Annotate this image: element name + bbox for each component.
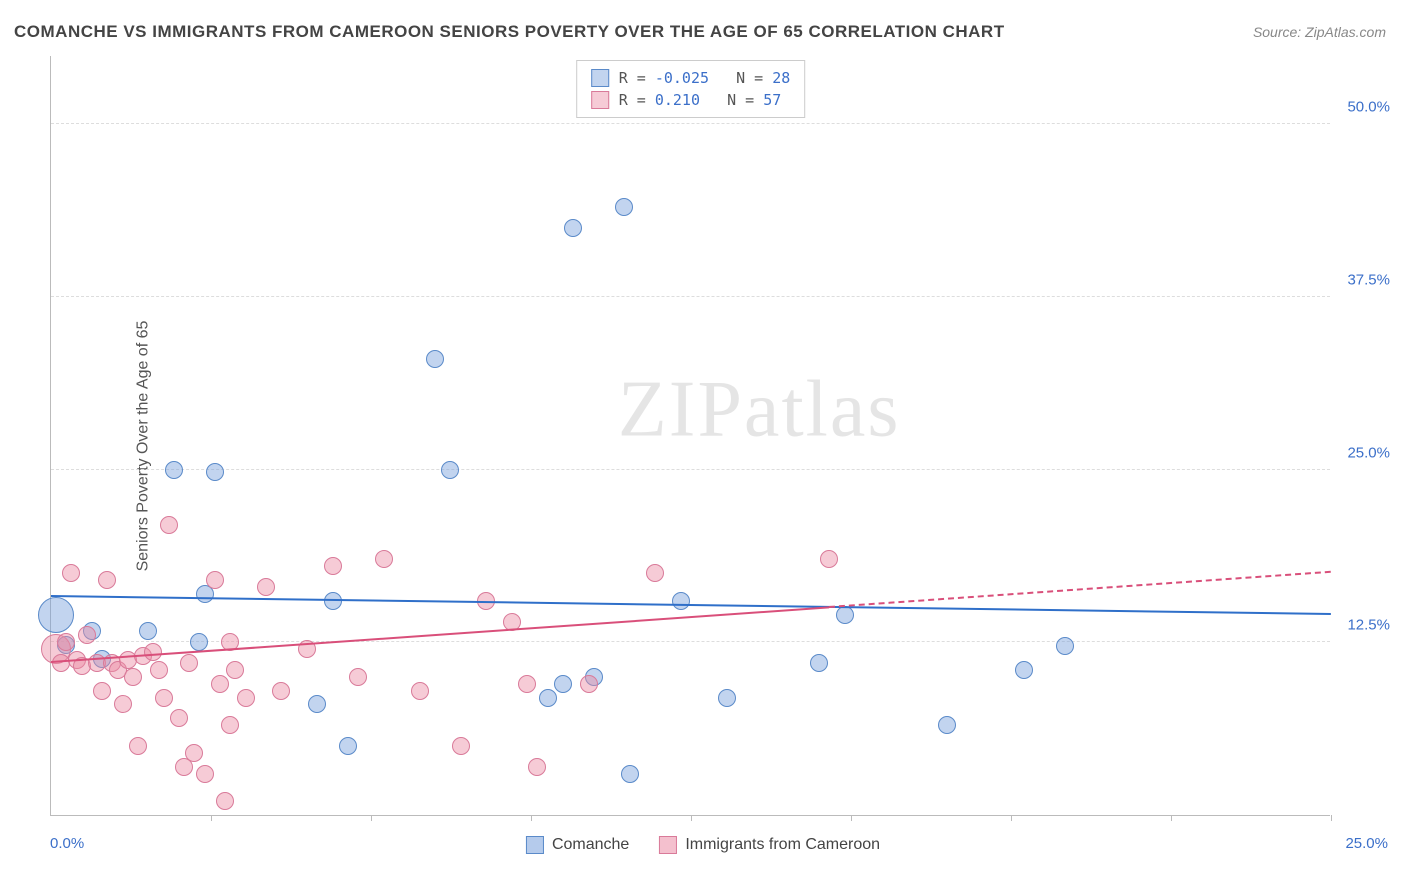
data-point [237, 689, 255, 707]
data-point [452, 737, 470, 755]
grid-line [51, 469, 1330, 470]
x-tick [531, 815, 532, 821]
data-point [564, 219, 582, 237]
data-point [93, 682, 111, 700]
legend-item: Comanche [526, 836, 629, 854]
data-point [160, 516, 178, 534]
data-point [411, 682, 429, 700]
data-point [1015, 661, 1033, 679]
data-point [124, 668, 142, 686]
data-point [57, 633, 75, 651]
legend-swatch [591, 91, 609, 109]
x-axis-max-label: 25.0% [1345, 835, 1388, 852]
grid-line [51, 296, 1330, 297]
data-point [150, 661, 168, 679]
data-point [375, 550, 393, 568]
data-point [139, 622, 157, 640]
data-point [216, 792, 234, 810]
x-tick [691, 815, 692, 821]
legend-swatch [659, 836, 677, 854]
legend-label: Comanche [552, 836, 629, 854]
legend-swatch [591, 69, 609, 87]
data-point [129, 737, 147, 755]
data-point [144, 643, 162, 661]
data-point [580, 675, 598, 693]
legend-stats-row: R = -0.025 N = 28 [591, 67, 791, 89]
y-tick-label: 25.0% [1347, 444, 1390, 461]
trend-line-extrapolated [829, 571, 1331, 608]
data-point [518, 675, 536, 693]
data-point [672, 592, 690, 610]
data-point [426, 350, 444, 368]
data-point [62, 564, 80, 582]
legend-stats-row: R = 0.210 N = 57 [591, 89, 791, 111]
data-point [196, 765, 214, 783]
data-point [272, 682, 290, 700]
y-tick-label: 50.0% [1347, 99, 1390, 116]
data-point [554, 675, 572, 693]
y-tick-label: 37.5% [1347, 271, 1390, 288]
data-point [1056, 637, 1074, 655]
x-tick [851, 815, 852, 821]
data-point [38, 597, 74, 633]
legend-label: Immigrants from Cameroon [685, 836, 880, 854]
data-point [836, 606, 854, 624]
data-point [615, 198, 633, 216]
data-point [165, 461, 183, 479]
legend-swatch [526, 836, 544, 854]
x-tick [1171, 815, 1172, 821]
data-point [170, 709, 188, 727]
y-tick-label: 12.5% [1347, 617, 1390, 634]
data-point [114, 695, 132, 713]
source-attribution: Source: ZipAtlas.com [1253, 24, 1386, 40]
legend-item: Immigrants from Cameroon [659, 836, 880, 854]
chart-title: COMANCHE VS IMMIGRANTS FROM CAMEROON SEN… [14, 22, 1005, 42]
trend-line [51, 595, 1331, 615]
data-point [206, 571, 224, 589]
legend-stat-text: R = -0.025 N = 28 [619, 67, 791, 89]
data-point [211, 675, 229, 693]
x-axis-origin-label: 0.0% [50, 835, 84, 852]
data-point [621, 765, 639, 783]
data-point [78, 626, 96, 644]
plot-area: 12.5%25.0%37.5%50.0%R = -0.025 N = 28R =… [50, 56, 1330, 816]
trend-line [51, 606, 829, 663]
legend-bottom: Comanche Immigrants from Cameroon [526, 836, 880, 854]
data-point [528, 758, 546, 776]
data-point [180, 654, 198, 672]
data-point [646, 564, 664, 582]
data-point [190, 633, 208, 651]
data-point [441, 461, 459, 479]
data-point [810, 654, 828, 672]
data-point [221, 716, 239, 734]
data-point [938, 716, 956, 734]
data-point [820, 550, 838, 568]
grid-line [51, 641, 1330, 642]
data-point [226, 661, 244, 679]
data-point [349, 668, 367, 686]
legend-stat-text: R = 0.210 N = 57 [619, 89, 782, 111]
data-point [185, 744, 203, 762]
data-point [539, 689, 557, 707]
data-point [308, 695, 326, 713]
grid-line [51, 123, 1330, 124]
x-tick [371, 815, 372, 821]
data-point [257, 578, 275, 596]
data-point [155, 689, 173, 707]
x-tick [211, 815, 212, 821]
data-point [98, 571, 116, 589]
data-point [324, 557, 342, 575]
data-point [206, 463, 224, 481]
data-point [718, 689, 736, 707]
data-point [339, 737, 357, 755]
legend-stats: R = -0.025 N = 28R = 0.210 N = 57 [576, 60, 806, 118]
x-tick [1011, 815, 1012, 821]
x-tick [1331, 815, 1332, 821]
